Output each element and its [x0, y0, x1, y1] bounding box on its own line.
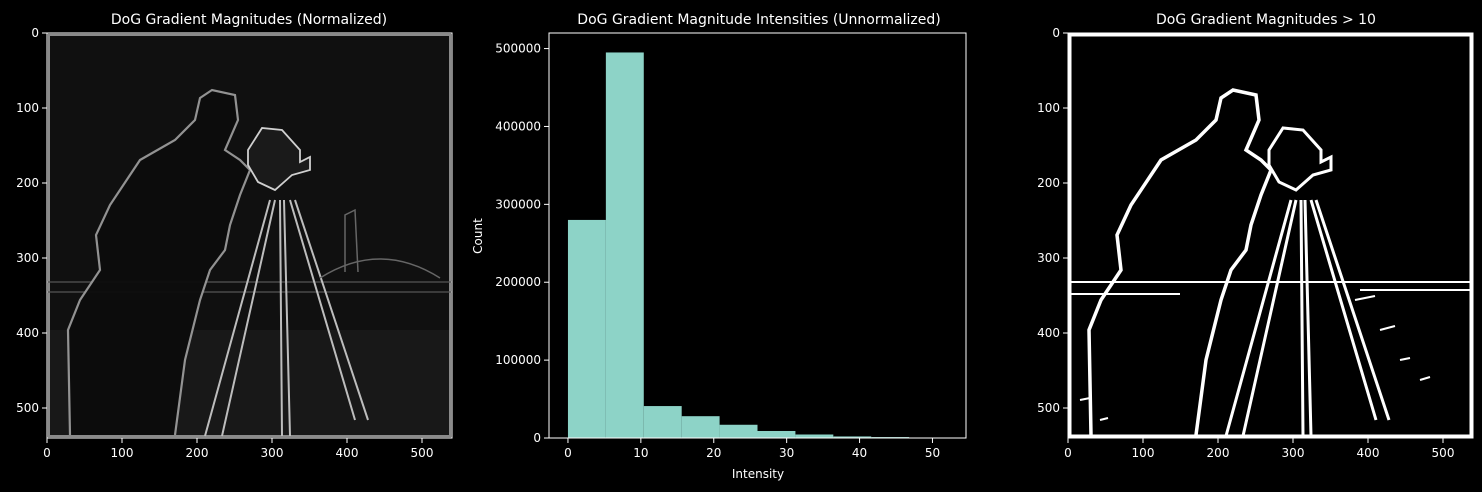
panel1-y-tick-label: 400 [16, 326, 39, 340]
panel3-x-tick-label: 400 [1357, 446, 1380, 460]
panel1-y-tick-label: 100 [16, 101, 39, 115]
histogram-x-tick-label: 30 [779, 446, 794, 460]
panel3-x-tick-label: 0 [1064, 446, 1072, 460]
panel3-y-tick-label: 0 [1052, 26, 1060, 40]
panel3-x-ticks: 0 100 200 300 400 500 [1064, 438, 1454, 460]
panel-normalized-image: DoG Gradient Magnitudes (Normalized) 0 10… [16, 12, 453, 460]
panel2-title: DoG Gradient Magnitude Intensities (Unno… [577, 12, 940, 28]
panel3-y-ticks: 0 100 200 300 400 500 [1037, 26, 1068, 415]
panel1-y-tick-label: 300 [16, 251, 39, 265]
histogram-bar [643, 406, 682, 438]
panel1-y-tick-label: 200 [16, 176, 39, 190]
histogram-x-label: Intensity [732, 467, 784, 481]
histogram-y-tick-label: 500000 [495, 42, 541, 56]
histogram-y-tick-label: 100000 [495, 353, 541, 367]
histogram-x-tick-label: 40 [852, 446, 867, 460]
panel1-frame [46, 32, 453, 439]
panel3-x-tick-label: 500 [1432, 446, 1455, 460]
panel1-x-tick-label: 0 [43, 446, 51, 460]
panel2-frame [548, 32, 967, 439]
histogram-y-ticks: 0 100000 200000 300000 400000 500000 [495, 42, 549, 445]
panel3-y-tick-label: 100 [1037, 101, 1060, 115]
panel1-y-ticks: 0 100 200 300 400 500 [16, 26, 47, 415]
panel1-y-tick-label: 500 [16, 401, 39, 415]
histogram-y-tick-label: 200000 [495, 275, 541, 289]
panel3-x-tick-label: 300 [1282, 446, 1305, 460]
normalized-gradient-image [47, 33, 452, 438]
panel1-x-tick-label: 100 [111, 446, 134, 460]
histogram-x-tick-label: 20 [706, 446, 721, 460]
thresholded-edge-image [1068, 33, 1473, 438]
panel3-y-tick-label: 400 [1037, 326, 1060, 340]
panel1-x-tick-label: 200 [186, 446, 209, 460]
histogram-bars [567, 52, 948, 438]
panel3-frame [1067, 32, 1474, 439]
panel1-y-tick-label: 0 [31, 26, 39, 40]
panel3-x-tick-label: 100 [1132, 446, 1155, 460]
panel-thresholded-image: DoG Gradient Magnitudes > 10 0 100 200 300 4… [1037, 12, 1474, 460]
panel-histogram: DoG Gradient Magnitude Intensities (Unno… [471, 12, 967, 481]
histogram-bar [605, 52, 644, 438]
panel3-title: DoG Gradient Magnitudes > 10 [1156, 12, 1376, 28]
panel3-y-tick-label: 200 [1037, 176, 1060, 190]
panel1-title: DoG Gradient Magnitudes (Normalized) [111, 12, 387, 28]
histogram-x-tick-label: 50 [925, 446, 940, 460]
panel1-x-tick-label: 400 [336, 446, 359, 460]
panel1-x-tick-label: 500 [411, 446, 434, 460]
panel1-x-tick-label: 300 [261, 446, 284, 460]
panel1-x-ticks: 0 100 200 300 400 500 [43, 438, 433, 460]
histogram-y-label: Count [471, 218, 485, 254]
histogram-bar [681, 416, 720, 438]
histogram-y-tick-label: 0 [533, 431, 541, 445]
histogram-bar [833, 436, 872, 438]
histogram-bar [567, 219, 606, 438]
panel3-y-tick-label: 500 [1037, 401, 1060, 415]
histogram-x-ticks: 0 10 20 30 40 50 [564, 438, 940, 460]
histogram-bar [795, 434, 834, 438]
panel3-x-tick-label: 200 [1207, 446, 1230, 460]
histogram-bar [757, 430, 796, 438]
histogram-x-tick-label: 0 [564, 446, 572, 460]
panel3-y-tick-label: 300 [1037, 251, 1060, 265]
histogram-y-tick-label: 400000 [495, 119, 541, 133]
histogram-x-tick-label: 10 [633, 446, 648, 460]
histogram-y-tick-label: 300000 [495, 197, 541, 211]
histogram-bar [719, 424, 758, 438]
